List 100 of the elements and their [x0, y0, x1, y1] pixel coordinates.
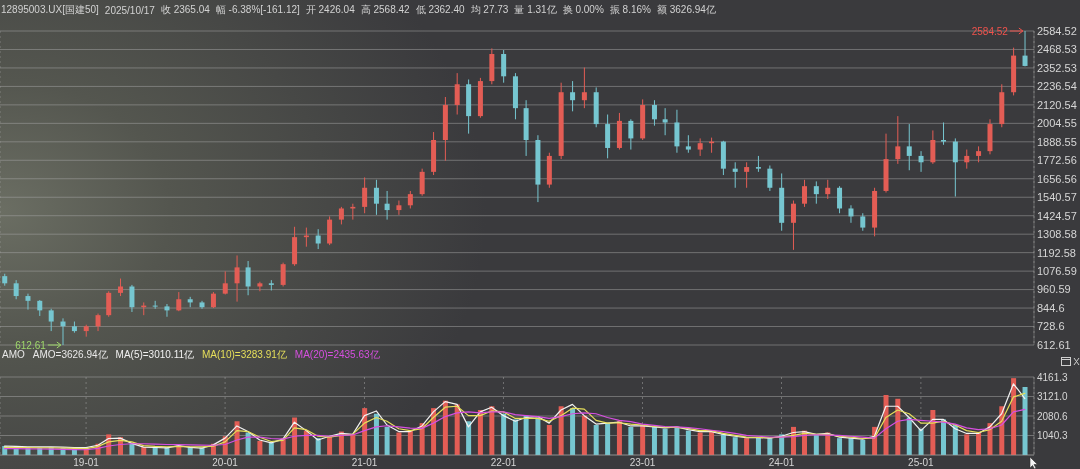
x-tick-label: 21-01 — [351, 457, 378, 469]
bar — [315, 438, 321, 455]
bar — [466, 421, 472, 455]
annotation: 2584.52 — [971, 25, 1009, 37]
candlestick — [732, 161, 738, 189]
y-tick-label: 1040.3 — [1037, 430, 1069, 442]
bar — [860, 440, 866, 455]
bar — [512, 419, 518, 455]
text: MA(5)=3010.11亿 — [115, 348, 195, 362]
text: 换 0.00% — [562, 3, 604, 17]
candlestick — [257, 281, 263, 292]
y-tick-label: 844.6 — [1037, 301, 1065, 314]
bar — [546, 425, 552, 455]
bar — [837, 438, 843, 455]
y-tick-label: 2120.54 — [1037, 98, 1077, 111]
candlestick — [1022, 31, 1028, 67]
bar — [964, 434, 970, 455]
bar — [930, 410, 936, 455]
bar — [640, 425, 646, 455]
candlestick — [164, 303, 170, 318]
bar — [373, 413, 379, 455]
candlestick — [918, 150, 924, 173]
bar — [523, 415, 529, 455]
bar — [720, 434, 726, 455]
bar — [651, 426, 657, 455]
bar — [442, 400, 448, 455]
text: 均 27.73 — [470, 3, 509, 17]
candlestick — [674, 109, 680, 154]
bar — [976, 432, 982, 455]
text: 收 2365.04 — [160, 3, 210, 17]
candlestick — [767, 164, 773, 192]
y-tick-label: 2468.53 — [1037, 43, 1077, 56]
bar — [1022, 387, 1028, 455]
candlestick — [106, 290, 112, 318]
bar — [755, 437, 761, 455]
bar — [268, 442, 274, 455]
bar — [697, 432, 703, 455]
bar — [501, 413, 507, 455]
bar — [1011, 378, 1017, 455]
bar — [616, 421, 622, 455]
y-tick-label: 2080.6 — [1037, 410, 1069, 422]
y-tick-label: 1308.58 — [1037, 228, 1077, 241]
bar — [744, 438, 750, 455]
y-tick-label: 3121.0 — [1037, 391, 1069, 403]
bar — [628, 426, 634, 455]
y-tick-label: 612.61 — [1037, 338, 1071, 351]
bar — [407, 430, 413, 455]
candlestick — [802, 179, 808, 208]
bar — [396, 432, 402, 455]
candlestick — [837, 185, 843, 214]
bar — [685, 430, 691, 455]
candlestick — [280, 262, 286, 287]
y-tick-label: 1540.57 — [1037, 191, 1077, 204]
bar — [535, 417, 541, 455]
text: 幅 -6.38%[-161.12] — [215, 3, 300, 17]
bar — [570, 408, 576, 455]
candlestick — [570, 80, 576, 112]
text: MA(10)=3283.91亿 — [202, 348, 287, 362]
y-tick-label: 2236.54 — [1037, 80, 1077, 93]
bar — [952, 425, 958, 455]
x-tick-label: 20-01 — [212, 457, 239, 469]
candlestick — [906, 123, 912, 171]
text: 低 2362.40 — [415, 3, 465, 17]
candlestick — [129, 284, 135, 313]
text: 量 1.31亿 — [514, 3, 557, 17]
y-tick-label: 1772.56 — [1037, 154, 1077, 167]
bar — [362, 408, 368, 455]
y-tick-label: 2352.53 — [1037, 61, 1077, 74]
x-tick-label: 22-01 — [490, 457, 517, 469]
bar — [477, 410, 483, 455]
bar — [581, 415, 587, 455]
candlestick — [454, 72, 460, 116]
candlestick — [176, 291, 182, 312]
chart-title: 12895003.UX[国建50] — [1, 3, 99, 17]
bar — [848, 438, 854, 455]
y-tick-label: 728.6 — [1037, 320, 1065, 333]
candlestick — [48, 308, 54, 332]
text: 高 2568.42 — [360, 3, 410, 17]
candlestick — [930, 129, 936, 165]
candlestick — [234, 254, 240, 303]
candlestick — [941, 121, 947, 146]
candlestick — [396, 200, 402, 216]
bar — [883, 395, 889, 455]
candlestick — [581, 67, 587, 109]
x-tick-label: 24-01 — [768, 457, 795, 469]
candlestick — [327, 215, 333, 246]
y-tick-label: 1192.58 — [1037, 246, 1076, 259]
bar — [709, 430, 715, 455]
bar — [384, 426, 390, 455]
candlestick — [25, 293, 31, 311]
bar — [662, 428, 668, 455]
y-tick-label: 2584.52 — [1037, 24, 1077, 37]
text: MA(20)=2435.63亿 — [294, 348, 380, 362]
text: AMO=3626.94亿 — [32, 349, 108, 362]
bar — [141, 447, 147, 455]
candlestick — [245, 260, 251, 296]
candlestick — [825, 179, 831, 200]
candlestick — [13, 279, 19, 300]
x-tick-label: 19-01 — [73, 457, 100, 469]
bar — [674, 426, 680, 455]
